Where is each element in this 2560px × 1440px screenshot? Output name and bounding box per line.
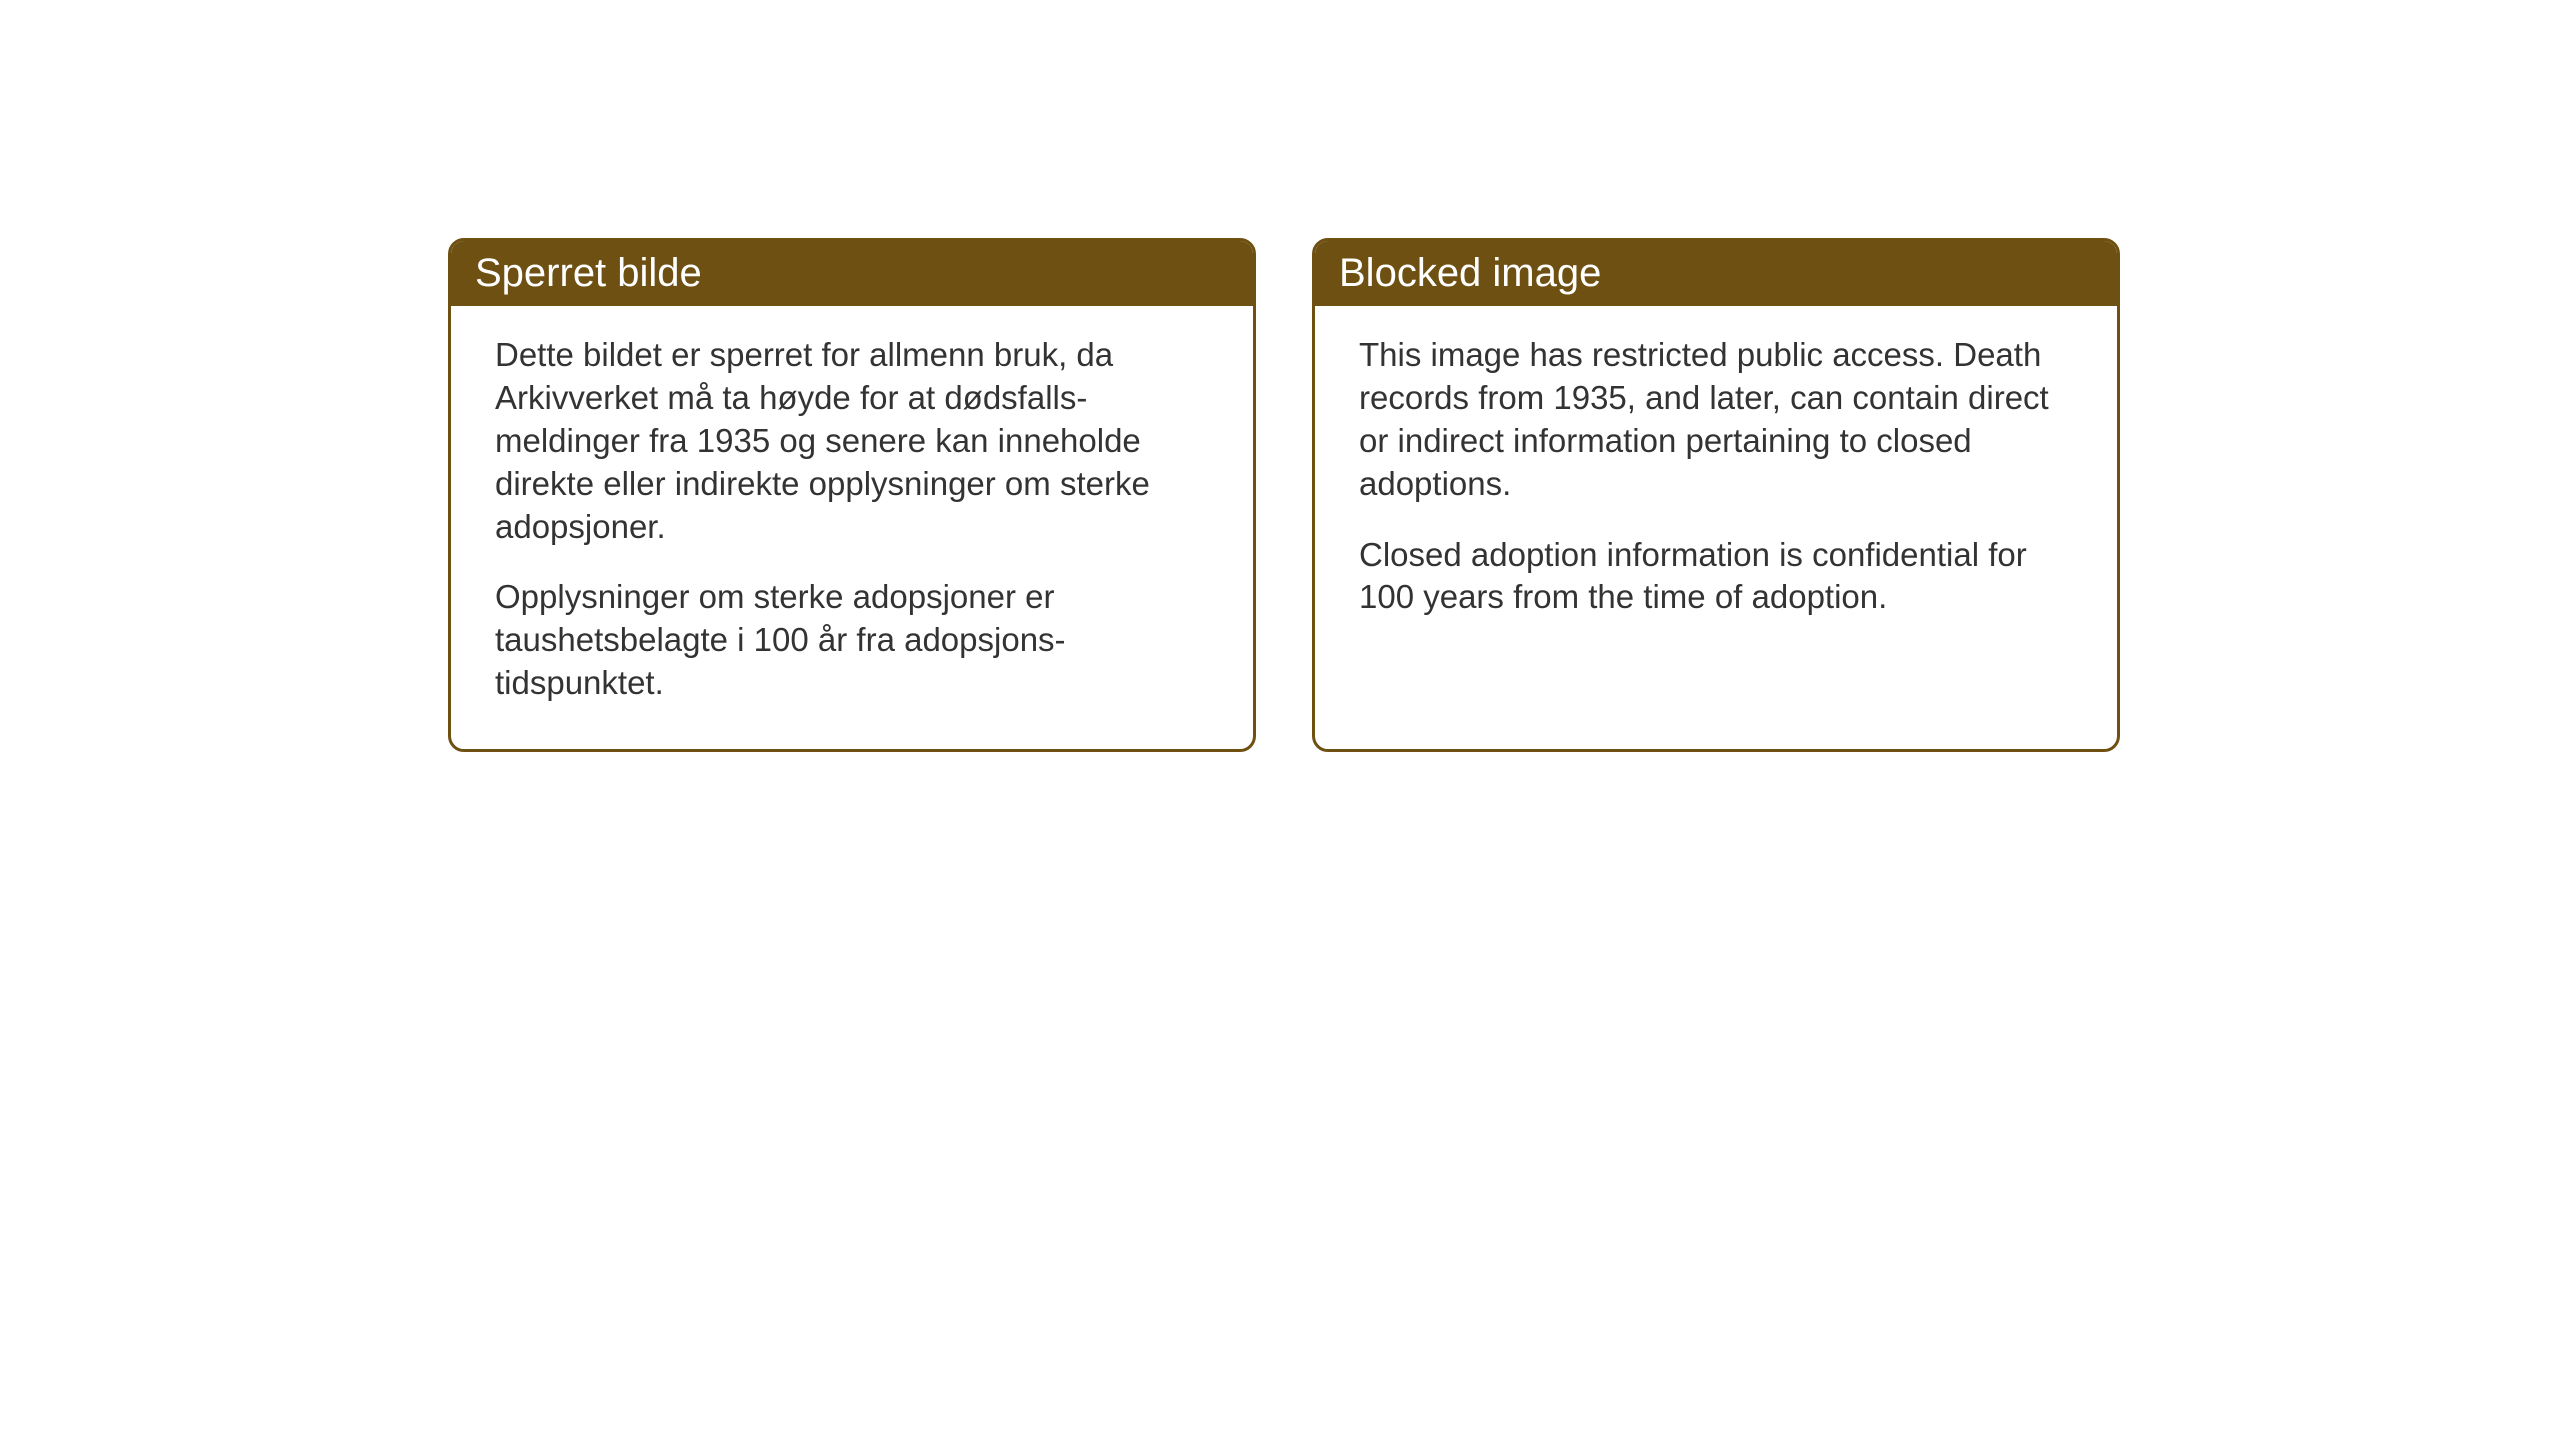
notice-header-english: Blocked image bbox=[1315, 241, 2117, 306]
notice-body-english: This image has restricted public access.… bbox=[1315, 306, 2117, 726]
notice-container: Sperret bilde Dette bildet er sperret fo… bbox=[448, 238, 2120, 752]
notice-body-norwegian: Dette bildet er sperret for allmenn bruk… bbox=[451, 306, 1253, 749]
notice-card-norwegian: Sperret bilde Dette bildet er sperret fo… bbox=[448, 238, 1256, 752]
notice-paragraph: Opplysninger om sterke adopsjoner er tau… bbox=[495, 576, 1209, 705]
notice-paragraph: This image has restricted public access.… bbox=[1359, 334, 2073, 506]
notice-header-norwegian: Sperret bilde bbox=[451, 241, 1253, 306]
notice-card-english: Blocked image This image has restricted … bbox=[1312, 238, 2120, 752]
notice-paragraph: Closed adoption information is confident… bbox=[1359, 534, 2073, 620]
notice-paragraph: Dette bildet er sperret for allmenn bruk… bbox=[495, 334, 1209, 548]
